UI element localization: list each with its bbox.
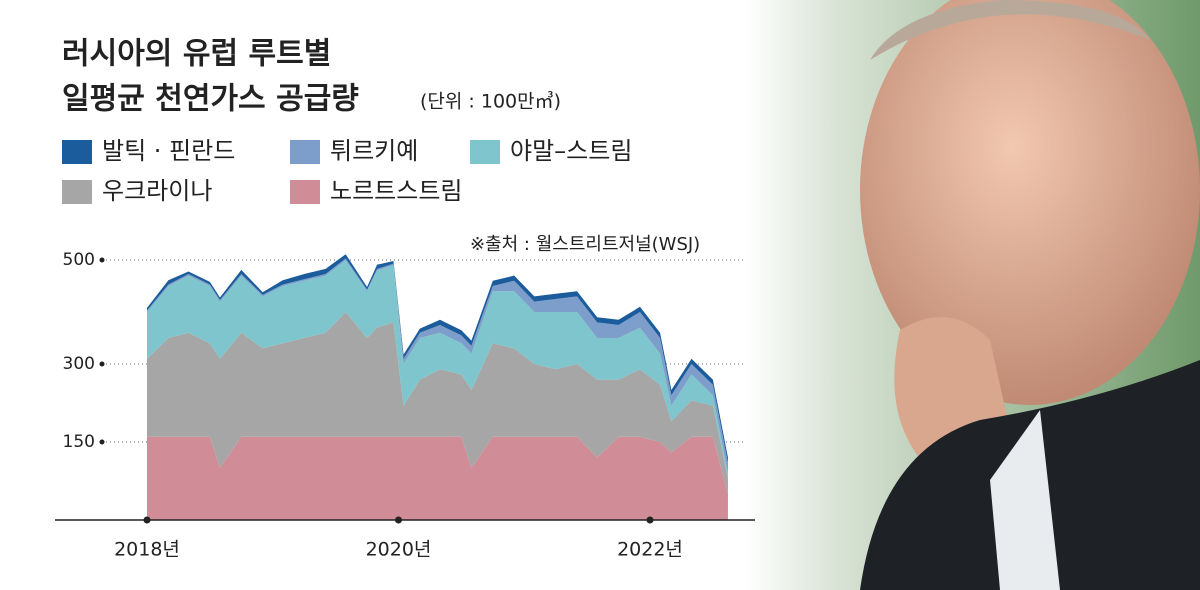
legend-label: 우크라이나	[102, 177, 212, 205]
x-tick-label: 2020년	[366, 539, 432, 561]
y-tick-label: 300	[63, 354, 95, 374]
legend-swatch	[290, 180, 320, 204]
tick-dot	[99, 257, 105, 263]
photo-hair	[870, 0, 1150, 60]
unit-label: (단위 : 100만㎥)	[420, 91, 561, 113]
area	[147, 312, 728, 494]
legend-label: 야말–스트림	[510, 137, 632, 165]
tick-dot	[99, 361, 105, 367]
legend-label: 발틱 · 핀란드	[102, 137, 235, 165]
chart-title: 러시아의 유럽 루트별	[62, 37, 331, 72]
area	[147, 260, 728, 479]
legend-swatch	[62, 140, 92, 164]
y-tick-label: 150	[63, 432, 95, 452]
area	[147, 258, 728, 474]
area	[147, 436, 728, 520]
x-tick-label: 2022년	[617, 539, 683, 561]
legend-swatch	[290, 140, 320, 164]
legend-label: 노르트스트림	[330, 177, 462, 205]
legend-label: 튀르키예	[330, 137, 418, 165]
chart-subtitle: 일평균 천연가스 공급량	[62, 82, 359, 117]
legend-swatch	[470, 140, 500, 164]
legend-swatch	[62, 180, 92, 204]
y-tick-label: 500	[63, 250, 95, 270]
photo	[860, 0, 1200, 590]
tick-dot	[99, 439, 105, 445]
photo-face	[860, 0, 1200, 405]
x-tick-label: 2018년	[114, 539, 180, 561]
photo-shirt	[990, 410, 1060, 590]
x-tick	[143, 516, 151, 524]
source: ※출처 : 월스트리트저널(WSJ)	[470, 234, 700, 255]
x-tick	[395, 516, 402, 524]
x-tick	[646, 516, 654, 524]
